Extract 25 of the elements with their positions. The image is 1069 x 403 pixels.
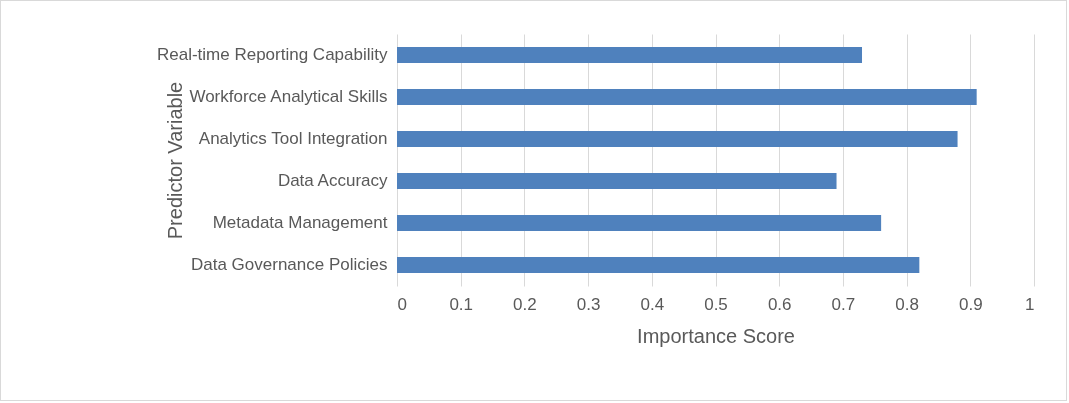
- bar: [397, 257, 920, 273]
- x-tick-label: 0: [397, 294, 407, 314]
- bar: [397, 89, 977, 105]
- x-tick-label: 0.7: [831, 294, 856, 314]
- y-tick-label: Data Accuracy: [277, 171, 388, 190]
- x-tick-label: 0.8: [895, 294, 919, 314]
- bar: [397, 131, 958, 147]
- y-tick-label: Workforce Analytical Skills: [189, 87, 388, 106]
- x-tick-label: 0.4: [640, 294, 665, 314]
- x-tick-label: 0.9: [958, 294, 983, 314]
- bar: [397, 47, 863, 63]
- x-tick-label: 0.5: [704, 294, 728, 314]
- bar: [397, 215, 882, 231]
- y-axis-title: Predictor Variable: [163, 81, 186, 240]
- bar: [397, 173, 837, 189]
- y-tick-label: Real-time Reporting Capability: [156, 45, 388, 64]
- y-tick-label: Metadata Management: [212, 213, 388, 232]
- y-tick-label: Data Governance Policies: [190, 255, 388, 274]
- y-tick-label: Analytics Tool Integration: [198, 129, 388, 148]
- x-tick-label: 0.6: [767, 294, 792, 314]
- x-tick-label: 0.3: [576, 294, 601, 314]
- x-tick-label: 0.2: [513, 294, 537, 314]
- x-tick-label: 1: [1025, 294, 1035, 314]
- x-tick-label: 0.1: [449, 294, 474, 314]
- x-axis-title: Importance Score: [637, 324, 795, 347]
